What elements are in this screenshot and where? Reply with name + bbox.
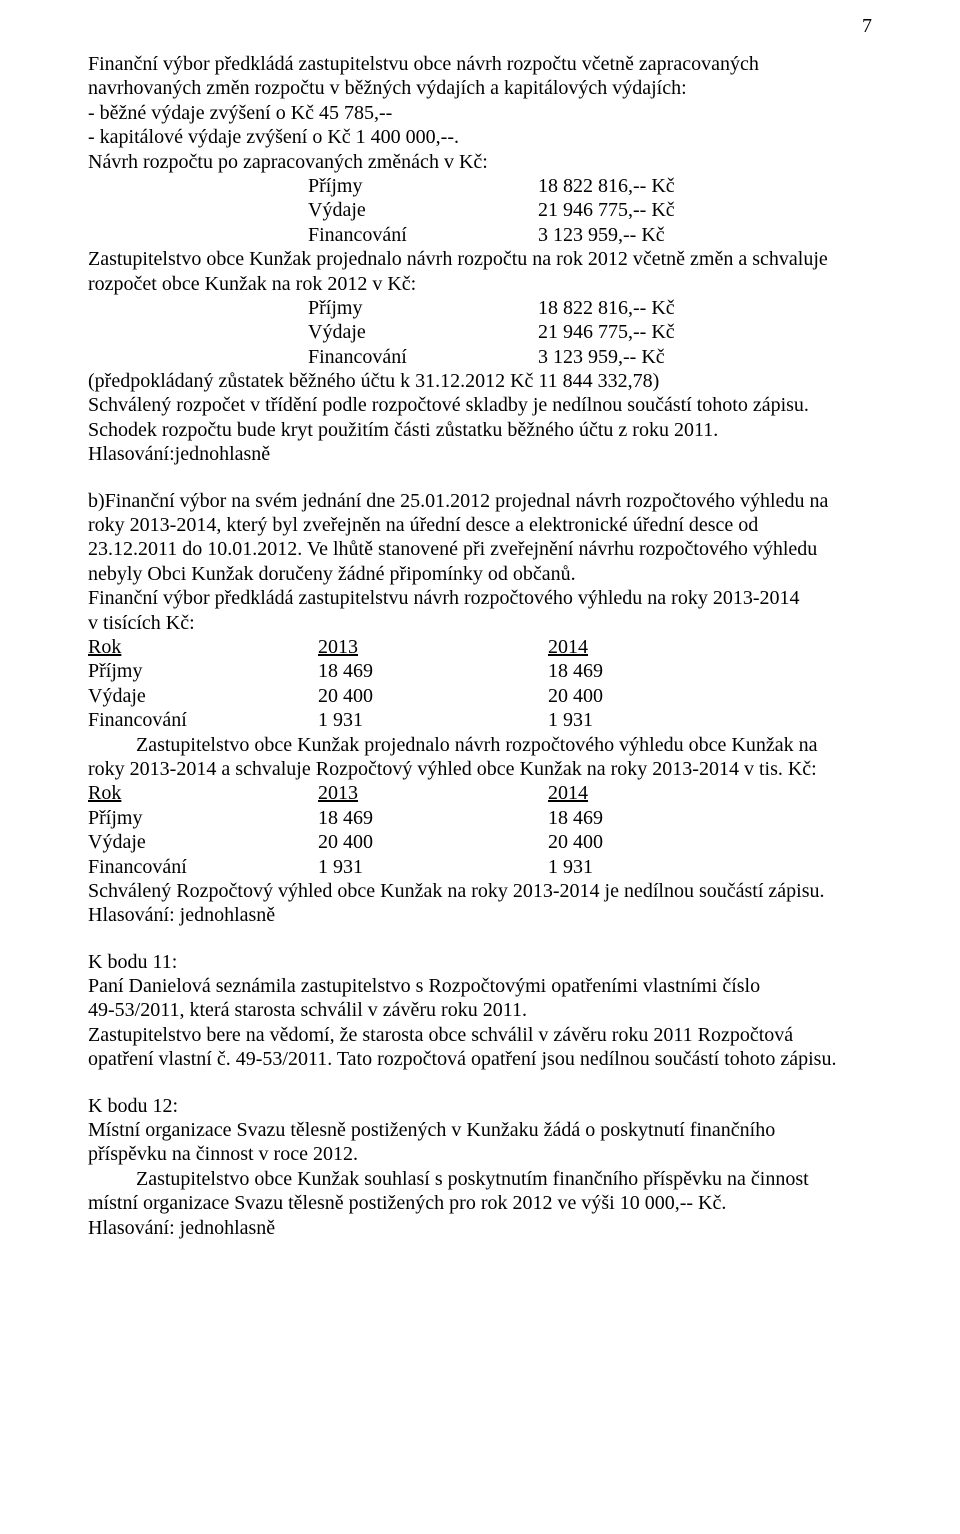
text-line: Paní Danielová seznámila zastupitelstvo … xyxy=(88,974,872,998)
text-line: roky 2013-2014, který byl zveřejněn na ú… xyxy=(88,513,872,537)
budget-table-draft: Příjmy 18 822 816,-- Kč Výdaje 21 946 77… xyxy=(88,174,872,247)
cell-header: 2013 xyxy=(318,781,548,805)
cell-value: 1 931 xyxy=(548,855,778,879)
text-line: roky 2013-2014 a schvaluje Rozpočtový vý… xyxy=(88,757,872,781)
cell-value: 1 931 xyxy=(548,708,778,732)
text-line: (předpokládaný zůstatek běžného účtu k 3… xyxy=(88,369,872,393)
cell-value: 20 400 xyxy=(318,830,548,854)
text-line: Schodek rozpočtu bude kryt použitím část… xyxy=(88,418,872,442)
table-row: Příjmy 18 822 816,-- Kč xyxy=(308,174,872,198)
cell-label: Příjmy xyxy=(308,174,538,198)
outlook-table-approved: Rok 2013 2014 Příjmy 18 469 18 469 Výdaj… xyxy=(88,781,872,879)
table-row: Výdaje 21 946 775,-- Kč xyxy=(308,320,872,344)
cell-value: 18 822 816,-- Kč xyxy=(538,174,768,198)
heading: K bodu 11: xyxy=(88,950,872,974)
budget-table-approved: Příjmy 18 822 816,-- Kč Výdaje 21 946 77… xyxy=(88,296,872,369)
text-line: - kapitálové výdaje zvýšení o Kč 1 400 0… xyxy=(88,125,872,149)
text-line: Finanční výbor předkládá zastupitelstvu … xyxy=(88,586,872,610)
cell-label: Financování xyxy=(308,223,538,247)
text-line: Místní organizace Svazu tělesně postižen… xyxy=(88,1118,872,1142)
document-page: 7 Finanční výbor předkládá zastupitelstv… xyxy=(0,0,960,1534)
cell-value: 1 931 xyxy=(318,855,548,879)
cell-label: Financování xyxy=(88,708,318,732)
paragraph-rozpocet: Finanční výbor předkládá zastupitelstvu … xyxy=(88,52,872,467)
cell-value: 20 400 xyxy=(548,684,778,708)
text-line: rozpočet obce Kunžak na rok 2012 v Kč: xyxy=(88,272,872,296)
table-row: Příjmy 18 469 18 469 xyxy=(88,806,872,830)
table-row: Výdaje 20 400 20 400 xyxy=(88,830,872,854)
text-line: navrhovaných změn rozpočtu v běžných výd… xyxy=(88,76,872,100)
text-line: místní organizace Svazu tělesně postižen… xyxy=(88,1191,872,1215)
table-row: Financování 1 931 1 931 xyxy=(88,708,872,732)
text-line: Hlasování: jednohlasně xyxy=(88,1216,872,1240)
cell-header: 2014 xyxy=(548,781,778,805)
cell-value: 18 469 xyxy=(318,806,548,830)
text-line: Zastupitelstvo obce Kunžak projednalo ná… xyxy=(88,733,872,757)
text-line: v tisících Kč: xyxy=(88,611,872,635)
cell-label: Příjmy xyxy=(88,659,318,683)
text-line: Zastupitelstvo obce Kunžak souhlasí s po… xyxy=(88,1167,872,1191)
text-line: 49-53/2011, která starosta schválil v zá… xyxy=(88,998,872,1022)
text-line: 23.12.2011 do 10.01.2012. Ve lhůtě stano… xyxy=(88,537,872,561)
cell-label: Příjmy xyxy=(88,806,318,830)
cell-value: 20 400 xyxy=(548,830,778,854)
text-line: - běžné výdaje zvýšení o Kč 45 785,-- xyxy=(88,101,872,125)
cell-label: Výdaje xyxy=(308,198,538,222)
table-row: Příjmy 18 469 18 469 xyxy=(88,659,872,683)
cell-value: 20 400 xyxy=(318,684,548,708)
text-line: Zastupitelstvo bere na vědomí, že staros… xyxy=(88,1023,872,1047)
cell-label: Výdaje xyxy=(308,320,538,344)
paragraph-vyhled: b)Finanční výbor na svém jednání dne 25.… xyxy=(88,489,872,928)
text-line: Hlasování: jednohlasně xyxy=(88,903,872,927)
text-line: nebyly Obci Kunžak doručeny žádné připom… xyxy=(88,562,872,586)
text-line: Návrh rozpočtu po zapracovaných změnách … xyxy=(88,150,872,174)
text-line: b)Finanční výbor na svém jednání dne 25.… xyxy=(88,489,872,513)
table-row: Příjmy 18 822 816,-- Kč xyxy=(308,296,872,320)
cell-header: 2013 xyxy=(318,635,548,659)
table-row-header: Rok 2013 2014 xyxy=(88,635,872,659)
table-row: Výdaje 20 400 20 400 xyxy=(88,684,872,708)
cell-value: 18 469 xyxy=(318,659,548,683)
table-row: Financování 3 123 959,-- Kč xyxy=(308,345,872,369)
table-row: Financování 3 123 959,-- Kč xyxy=(308,223,872,247)
cell-value: 18 469 xyxy=(548,806,778,830)
cell-label: Financování xyxy=(88,855,318,879)
heading: K bodu 12: xyxy=(88,1094,872,1118)
cell-value: 21 946 775,-- Kč xyxy=(538,320,768,344)
text-line: Hlasování:jednohlasně xyxy=(88,442,872,466)
table-row: Financování 1 931 1 931 xyxy=(88,855,872,879)
text-line: Finanční výbor předkládá zastupitelstvu … xyxy=(88,52,872,76)
text-line: Zastupitelstvo obce Kunžak projednalo ná… xyxy=(88,247,872,271)
text-line: Schválený rozpočet v třídění podle rozpo… xyxy=(88,393,872,417)
text-line: příspěvku na činnost v roce 2012. xyxy=(88,1142,872,1166)
paragraph-bod-11: K bodu 11: Paní Danielová seznámila zast… xyxy=(88,950,872,1072)
cell-value: 21 946 775,-- Kč xyxy=(538,198,768,222)
cell-value: 3 123 959,-- Kč xyxy=(538,345,768,369)
cell-value: 3 123 959,-- Kč xyxy=(538,223,768,247)
text-line: Schválený Rozpočtový výhled obce Kunžak … xyxy=(88,879,872,903)
cell-header: Rok xyxy=(88,635,318,659)
cell-value: 18 822 816,-- Kč xyxy=(538,296,768,320)
cell-value: 18 469 xyxy=(548,659,778,683)
cell-header: 2014 xyxy=(548,635,778,659)
text-line: opatření vlastní č. 49-53/2011. Tato roz… xyxy=(88,1047,872,1071)
paragraph-bod-12: K bodu 12: Místní organizace Svazu těles… xyxy=(88,1094,872,1240)
table-row: Výdaje 21 946 775,-- Kč xyxy=(308,198,872,222)
cell-header: Rok xyxy=(88,781,318,805)
cell-label: Výdaje xyxy=(88,830,318,854)
table-row-header: Rok 2013 2014 xyxy=(88,781,872,805)
cell-label: Výdaje xyxy=(88,684,318,708)
page-number: 7 xyxy=(862,14,872,38)
cell-label: Příjmy xyxy=(308,296,538,320)
cell-value: 1 931 xyxy=(318,708,548,732)
outlook-table-proposal: Rok 2013 2014 Příjmy 18 469 18 469 Výdaj… xyxy=(88,635,872,733)
cell-label: Financování xyxy=(308,345,538,369)
